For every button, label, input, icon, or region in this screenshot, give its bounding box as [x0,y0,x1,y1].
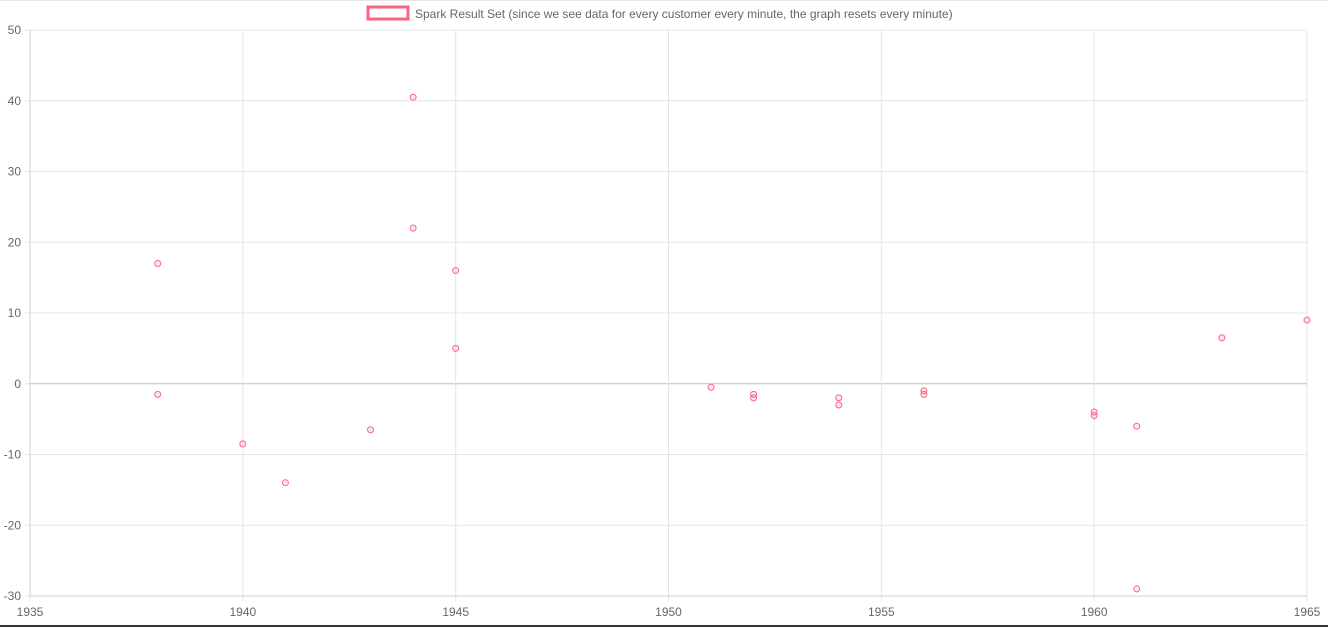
data-point[interactable] [1133,422,1141,430]
data-point[interactable] [1303,316,1311,324]
data-point[interactable] [750,394,758,402]
bottom-border [0,625,1328,627]
data-point[interactable] [835,394,843,402]
data-points [154,93,1311,593]
data-point[interactable] [707,383,715,391]
y-tick-label: 10 [8,306,22,320]
data-point[interactable] [835,401,843,409]
legend-swatch[interactable] [366,5,410,21]
legend[interactable]: Spark Result Set (since we see data for … [366,5,953,21]
y-tick-label: 30 [8,165,22,179]
data-point[interactable] [1090,408,1098,416]
x-tick-label: 1945 [442,605,469,619]
data-point[interactable] [154,390,162,398]
y-tick-label: 20 [8,235,22,249]
y-tick-label: -10 [4,448,22,462]
x-tick-label: 1940 [229,605,256,619]
data-point[interactable] [367,426,375,434]
data-point[interactable] [920,387,928,395]
x-tick-label: 1965 [1294,605,1321,619]
data-point[interactable] [409,224,417,232]
data-point[interactable] [154,259,162,267]
legend-label[interactable]: Spark Result Set (since we see data for … [415,7,953,21]
y-tick-label: 0 [14,377,21,391]
data-point[interactable] [452,344,460,352]
y-tick-label: 40 [8,94,22,108]
data-point[interactable] [1090,412,1098,420]
x-tick-label: 1960 [1081,605,1108,619]
axes: 50 40 30 20 10 0 -10 -20 -30 1935 1940 1945 1950 1955… [4,23,1321,619]
y-tick-label: -30 [4,589,22,603]
data-point[interactable] [452,267,460,275]
data-point[interactable] [1133,585,1141,593]
data-point[interactable] [920,390,928,398]
y-tick-label: 50 [8,23,22,37]
data-point[interactable] [281,479,289,487]
y-tick-label: -20 [4,518,22,532]
x-tick-label: 1935 [17,605,44,619]
data-point[interactable] [409,93,417,101]
grid [25,29,1308,601]
data-point[interactable] [239,440,247,448]
x-tick-label: 1955 [868,605,895,619]
data-point[interactable] [750,390,758,398]
x-tick-label: 1950 [655,605,682,619]
data-point[interactable] [1218,334,1226,342]
